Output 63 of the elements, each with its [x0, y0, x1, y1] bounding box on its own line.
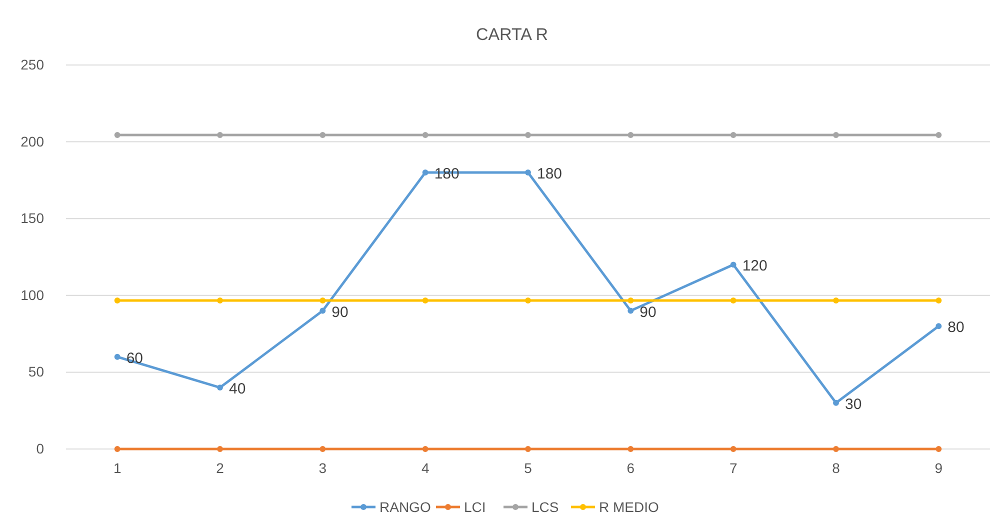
- point: [422, 132, 428, 138]
- point: [217, 446, 223, 452]
- point: [525, 170, 531, 176]
- point: [525, 132, 531, 138]
- point: [320, 308, 326, 314]
- point: [833, 297, 839, 304]
- point: [730, 132, 736, 138]
- point: [320, 297, 326, 304]
- data-label: 120: [742, 258, 768, 275]
- point: [320, 132, 326, 138]
- x-tick-label: 8: [832, 460, 840, 476]
- x-tick-label: 6: [626, 460, 635, 476]
- point: [217, 384, 223, 391]
- data-label: 80: [948, 319, 964, 336]
- x-tick-label: 9: [934, 460, 943, 476]
- y-tick-label: 150: [20, 210, 44, 226]
- point: [114, 132, 120, 138]
- point: [628, 446, 634, 452]
- legend-label: LCI: [464, 499, 486, 515]
- x-tick-label: 7: [729, 460, 738, 476]
- y-tick-label: 200: [20, 133, 44, 150]
- point: [114, 354, 120, 360]
- point: [730, 262, 736, 268]
- legend-label: RANGO: [380, 499, 431, 515]
- point: [833, 400, 839, 406]
- legend-label: R MEDIO: [599, 499, 659, 515]
- y-tick-label: 50: [28, 364, 44, 380]
- x-tick-label: 5: [524, 460, 532, 476]
- point: [422, 446, 428, 452]
- point: [422, 297, 428, 304]
- y-tick-label: 250: [20, 56, 44, 72]
- point: [628, 297, 634, 304]
- data-label: 90: [332, 304, 348, 321]
- point: [730, 446, 736, 452]
- point: [936, 323, 942, 330]
- point: [217, 297, 223, 304]
- point: [525, 446, 531, 452]
- data-label: 40: [229, 380, 246, 398]
- x-tick-label: 1: [113, 460, 122, 476]
- point: [936, 446, 942, 452]
- chart-title: CARTA R: [476, 25, 548, 44]
- point: [936, 132, 942, 138]
- point: [320, 446, 326, 452]
- point: [114, 297, 120, 304]
- point: [730, 297, 736, 304]
- data-label: 90: [640, 304, 656, 321]
- y-tick-label: 100: [20, 286, 44, 303]
- point: [628, 308, 634, 314]
- point: [525, 297, 531, 304]
- point: [833, 132, 839, 138]
- point: [217, 132, 223, 138]
- y-tick-label: 0: [36, 440, 44, 456]
- point: [422, 170, 428, 176]
- point: [936, 297, 942, 304]
- point: [833, 446, 839, 452]
- x-tick-label: 4: [421, 460, 430, 476]
- x-tick-label: 2: [216, 460, 224, 476]
- point: [114, 446, 120, 452]
- data-label: 180: [537, 166, 562, 183]
- point: [628, 132, 634, 138]
- legend-label: LCS: [532, 499, 559, 515]
- data-label: 30: [845, 396, 862, 413]
- x-tick-label: 3: [318, 460, 327, 476]
